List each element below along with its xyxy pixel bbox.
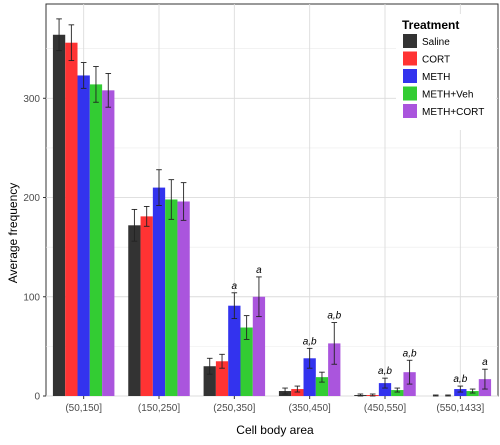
- bar-meth-5: [454, 389, 467, 396]
- error-bar: [469, 388, 476, 394]
- bar-cort-0: [65, 42, 78, 396]
- bar-meth-veh-4: [391, 390, 404, 396]
- error-bar: [156, 169, 162, 206]
- error-bar: [131, 208, 138, 242]
- bar-saline-0: [52, 34, 66, 396]
- bar-meth-cort-0: [102, 90, 115, 397]
- error-bar: [382, 377, 388, 389]
- legend: Treatment Saline CORT METH METH+Veh METH+CORT: [396, 14, 496, 130]
- legend-swatch: [403, 104, 417, 118]
- significance-label: a,b: [303, 336, 317, 347]
- error-bar: [445, 394, 451, 397]
- x-axis-title: Cell body area: [236, 423, 314, 437]
- bar-meth-veh-1: [165, 199, 178, 396]
- bar-cort-1: [140, 216, 153, 396]
- y-axis: 0 100 200 300: [23, 94, 46, 403]
- error-bar: [331, 322, 338, 365]
- x-tick-label: (350,450]: [289, 403, 331, 414]
- error-bar: [105, 73, 112, 108]
- legend-label: METH: [422, 72, 450, 83]
- bar-meth-veh-0: [89, 84, 103, 396]
- y-tick-label: 300: [23, 94, 40, 105]
- error-bar: [457, 385, 464, 393]
- significance-label: a,b: [453, 374, 467, 385]
- x-axis: (50,150] (150,250] (250,350] (350,450] (450,…: [65, 396, 484, 414]
- error-bar: [93, 66, 99, 103]
- bar-saline-1: [128, 225, 141, 396]
- error-bar: [282, 387, 288, 395]
- legend-label: CORT: [422, 55, 450, 66]
- error-bar: [394, 387, 401, 393]
- bar-meth-veh-2: [240, 327, 253, 396]
- error-bar: [294, 385, 301, 393]
- legend-swatch: [403, 86, 417, 101]
- significance-label: a: [482, 357, 488, 368]
- bar-meth-2: [228, 305, 241, 396]
- x-tick-label: (450,550]: [364, 403, 406, 414]
- significance-label: a: [232, 281, 238, 292]
- error-bar: [432, 394, 439, 397]
- bar-meth-0: [77, 75, 90, 397]
- error-bar: [306, 347, 313, 369]
- error-bar: [56, 18, 62, 52]
- x-tick-label: (550,1433]: [436, 403, 484, 414]
- error-bar: [80, 62, 87, 89]
- bar-meth-veh-5: [466, 391, 479, 396]
- legend-label: METH+CORT: [422, 107, 484, 118]
- error-bar: [143, 206, 150, 227]
- y-tick-label: 200: [23, 193, 40, 204]
- error-bar: [357, 393, 364, 397]
- legend-swatch: [403, 34, 417, 48]
- significance-label: a: [256, 265, 262, 276]
- legend-swatch: [403, 69, 417, 83]
- y-axis-title: Average frequency: [6, 183, 20, 284]
- x-tick-label: (50,150]: [65, 403, 102, 414]
- error-bar: [219, 353, 225, 369]
- legend-label: Saline: [422, 37, 450, 48]
- error-bar: [482, 368, 488, 390]
- y-tick-label: 100: [23, 292, 40, 303]
- significance-label: a,b: [378, 366, 392, 377]
- bar-meth-4: [378, 383, 392, 396]
- error-bar: [406, 359, 413, 385]
- bar-meth-cort-2: [252, 296, 266, 396]
- error-bar: [256, 276, 262, 318]
- significance-label: a,b: [403, 348, 417, 359]
- y-tick-label: 0: [34, 392, 40, 403]
- error-bar: [68, 24, 75, 62]
- bar-meth-3: [303, 358, 316, 396]
- error-bar: [206, 357, 213, 375]
- x-tick-label: (150,250]: [138, 403, 180, 414]
- bar-meth-veh-3: [315, 377, 329, 396]
- error-bar: [369, 393, 376, 397]
- legend-swatch: [403, 51, 417, 66]
- bar-cort-3: [291, 389, 304, 396]
- error-bar: [243, 315, 250, 340]
- bar-cort-2: [215, 361, 229, 396]
- legend-label: METH+Veh: [422, 90, 473, 101]
- bar-saline-2: [203, 366, 216, 396]
- significance-label: a,b: [327, 311, 341, 322]
- error-bar: [168, 179, 175, 220]
- x-tick-label: (250,350]: [213, 403, 255, 414]
- bar-meth-cort-3: [328, 343, 341, 396]
- error-bar: [319, 371, 325, 383]
- error-bar: [180, 182, 187, 221]
- legend-title: Treatment: [402, 18, 459, 32]
- bar-meth-cort-1: [177, 201, 190, 396]
- error-bar: [231, 292, 238, 320]
- bar-meth-1: [152, 187, 166, 396]
